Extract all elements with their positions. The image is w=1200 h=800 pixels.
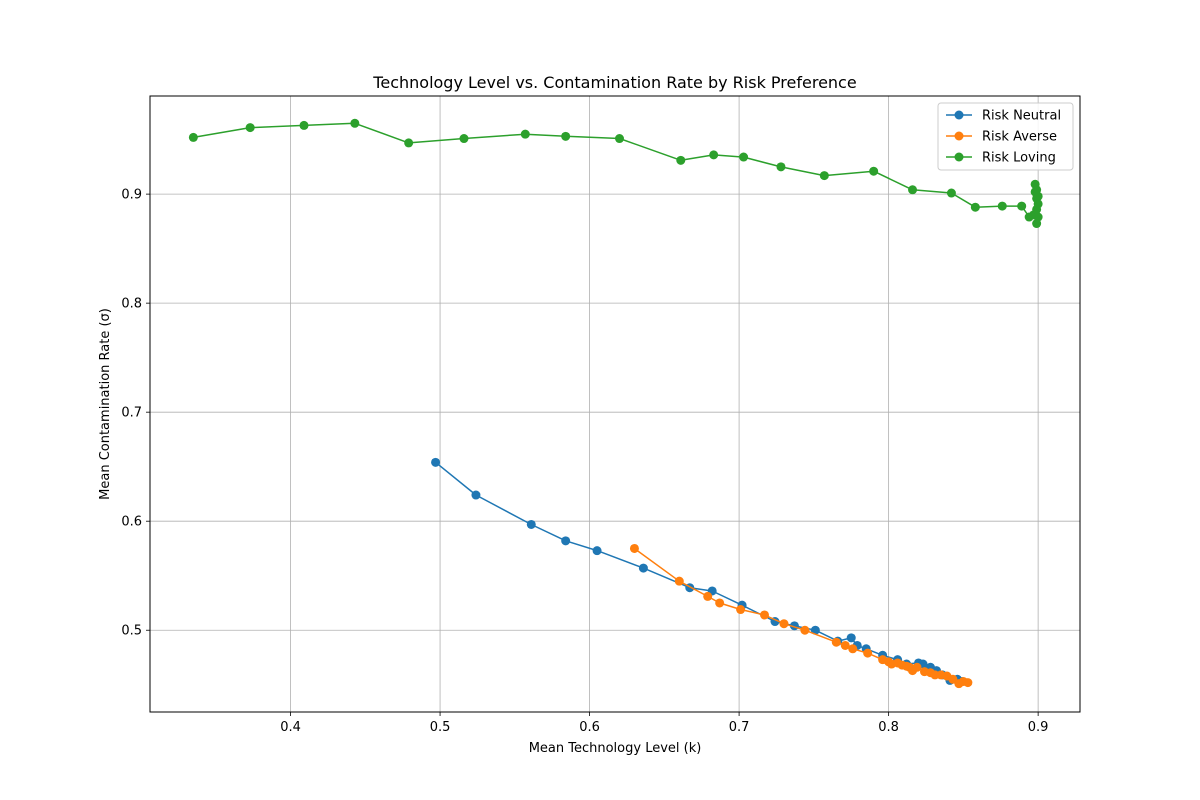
y-tick-label: 0.6: [121, 515, 142, 530]
data-point-risk-loving: [1017, 201, 1027, 211]
data-point-risk-loving: [245, 123, 255, 133]
legend-box: [937, 102, 1074, 171]
data-point-risk-averse: [848, 644, 858, 654]
x-tick-label: 0.7: [729, 720, 750, 735]
series-risk-averse: [629, 543, 973, 689]
data-point-risk-averse: [800, 625, 810, 635]
data-point-risk-neutral: [592, 546, 602, 556]
legend: Risk Neutral Risk Averse Risk Loving: [937, 102, 1074, 171]
data-point-risk-neutral: [431, 457, 441, 467]
data-point-risk-loving: [997, 201, 1007, 211]
data-point-risk-averse: [831, 637, 841, 647]
legend-label-risk-loving: Risk Loving: [982, 151, 1056, 166]
data-point-risk-averse: [715, 598, 725, 608]
data-point-risk-loving: [1033, 212, 1043, 222]
data-point-risk-loving: [404, 138, 414, 148]
x-tick-label: 0.6: [579, 720, 600, 735]
data-point-risk-averse: [703, 591, 713, 601]
x-tick-label: 0.5: [430, 720, 451, 735]
data-point-risk-loving: [350, 118, 360, 128]
series-risk-neutral: [431, 457, 967, 686]
data-point-risk-averse: [912, 662, 922, 672]
data-point-risk-averse: [963, 678, 973, 688]
data-point-risk-averse: [629, 543, 639, 553]
data-point-risk-loving: [614, 134, 624, 144]
legend-swatch-marker-risk-averse: [954, 131, 964, 141]
data-point-risk-loving: [739, 152, 749, 162]
data-point-risk-loving: [520, 129, 530, 139]
data-point-risk-loving: [970, 202, 980, 212]
legend-label-risk-averse: Risk Averse: [982, 130, 1057, 145]
series-line-risk-neutral: [435, 461, 963, 683]
data-point-risk-neutral: [638, 563, 648, 573]
data-point-risk-loving: [561, 131, 571, 141]
data-point-risk-loving: [188, 132, 198, 142]
data-point-risk-loving: [908, 185, 918, 195]
data-point-risk-neutral: [526, 519, 536, 529]
data-point-risk-averse: [840, 640, 850, 650]
data-point-risk-neutral: [561, 536, 571, 546]
data-point-risk-loving: [709, 150, 719, 160]
data-point-risk-loving: [946, 188, 956, 198]
data-point-risk-neutral: [471, 490, 481, 500]
x-tick-label: 0.8: [878, 720, 899, 735]
y-tick-label: 0.5: [121, 624, 142, 639]
y-tick-label: 0.8: [121, 297, 142, 312]
data-point-risk-loving: [819, 171, 829, 181]
axis-layer: 0.4 0.5 0.6 0.7 0.8 0.9 0.5 0.6 0.7 0.8 0.9: [121, 188, 1048, 735]
x-tick-label: 0.9: [1028, 720, 1049, 735]
x-axis-label: Mean Technology Level (k): [529, 741, 702, 756]
chart-title: Technology Level vs. Contamination Rate …: [372, 73, 856, 92]
legend-swatch-marker-risk-neutral: [954, 110, 964, 120]
data-point-risk-loving: [459, 134, 469, 144]
series-layer: [188, 118, 1043, 689]
data-point-risk-averse: [674, 576, 684, 586]
legend-swatch-marker-risk-loving: [954, 152, 964, 162]
data-point-risk-averse: [779, 619, 789, 629]
data-point-risk-loving: [676, 155, 686, 165]
y-axis-label: Mean Contamination Rate (σ): [98, 308, 113, 500]
data-point-risk-loving: [869, 166, 879, 176]
data-point-risk-averse: [863, 648, 873, 658]
data-point-risk-averse: [736, 605, 746, 615]
x-tick-label: 0.4: [280, 720, 301, 735]
data-point-risk-loving: [776, 162, 786, 172]
data-point-risk-averse: [760, 610, 770, 620]
plot-area-frame: [149, 95, 1081, 713]
data-point-risk-loving: [299, 120, 309, 130]
data-point-risk-neutral: [846, 633, 856, 643]
y-tick-label: 0.7: [121, 406, 142, 421]
series-risk-loving: [188, 118, 1043, 229]
grid-layer: [150, 96, 1080, 712]
y-tick-label: 0.9: [121, 188, 142, 203]
data-point-risk-neutral: [810, 625, 820, 635]
legend-label-risk-neutral: Risk Neutral: [982, 109, 1061, 124]
data-point-risk-loving: [1030, 179, 1040, 189]
